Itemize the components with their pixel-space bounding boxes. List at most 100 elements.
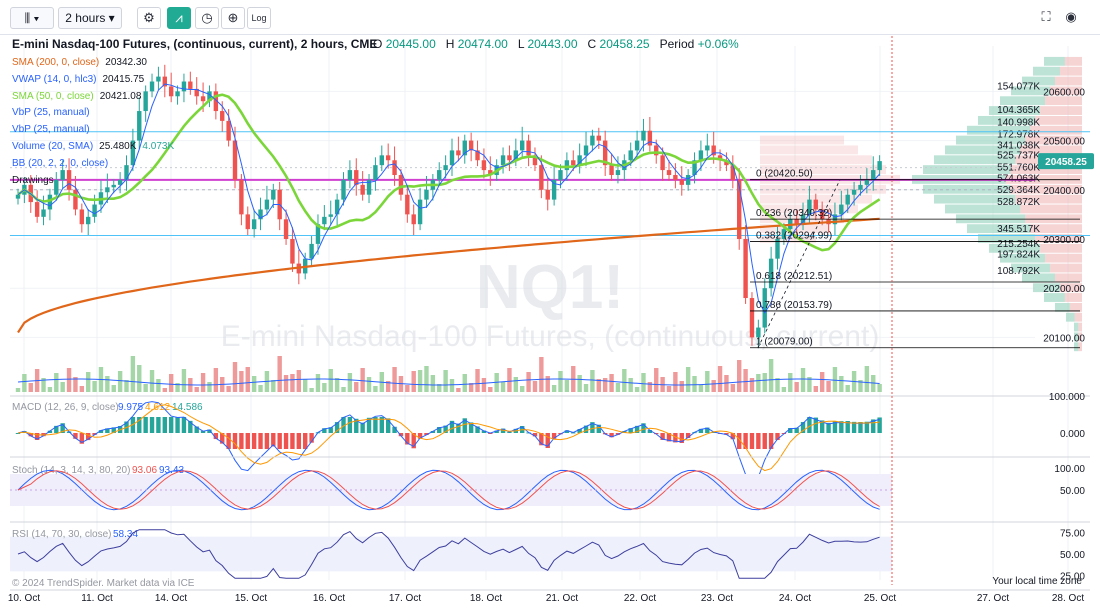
macd-histogram-bar <box>168 417 174 433</box>
vbp-bar <box>967 125 1031 135</box>
macd-histogram-bar <box>647 430 653 433</box>
candle-body <box>692 160 697 176</box>
fullscreen-icon[interactable]: ⛶ <box>1035 7 1057 27</box>
indicator-legend-item[interactable]: BB (20, 2, 2, 0, close) <box>12 158 108 169</box>
volume-bar <box>756 374 761 392</box>
x-tick-label: 25. Oct <box>864 593 896 604</box>
vbp-bar <box>1022 76 1055 86</box>
vwap-line <box>17 83 880 314</box>
candle-body <box>341 179 346 200</box>
candle-body <box>117 179 123 185</box>
fib-level-label: 1 (20079.00) <box>756 337 813 348</box>
volume-bar <box>679 381 684 392</box>
vbp-bar <box>1045 253 1082 263</box>
log-scale-button[interactable]: Log <box>247 7 271 29</box>
macd-histogram-bar <box>181 417 187 433</box>
macd-pane: MACD (12, 26, 9, close) 9.975 4.612 14.586 0… <box>10 401 1090 486</box>
candle-body <box>379 155 384 166</box>
trend-line-icon[interactable]: ⩘ <box>167 7 191 29</box>
volume-bar <box>864 366 870 392</box>
macd-histogram-bar <box>213 433 219 440</box>
candle-body <box>602 140 608 166</box>
candle-body <box>105 187 110 193</box>
indicator-label: BB (20, 2, 2, 0, close) <box>12 157 109 169</box>
clock-icon[interactable]: ◷ <box>195 7 219 29</box>
macd-histogram-bar <box>277 433 282 449</box>
interval-select[interactable]: 2 hours ▾ <box>58 7 122 29</box>
candle-body <box>756 327 761 338</box>
volume-bar <box>181 369 187 392</box>
chart-type-button[interactable]: ⫼ ▾ <box>10 7 54 29</box>
vbp-bar <box>1055 76 1082 86</box>
macd-line <box>17 401 880 486</box>
volume-bar <box>309 388 314 392</box>
indicator-legend-item[interactable]: VbP (25, manual) <box>12 124 90 135</box>
vbp-bar <box>1040 243 1082 253</box>
vbp-bar <box>934 155 1016 165</box>
compare-icon[interactable]: ⊕ <box>221 7 245 29</box>
indicator-legend-item[interactable]: Drawings <box>12 175 54 186</box>
macd-histogram-bar <box>156 417 161 433</box>
macd-histogram-bar <box>60 423 65 433</box>
macd-histogram-bar <box>705 427 710 433</box>
volume-bar <box>743 369 748 392</box>
macd-histogram-bar <box>456 423 461 433</box>
candle-body <box>641 130 646 141</box>
vbp-bar <box>956 135 1026 145</box>
indicator-legend-item[interactable]: SMA (50, 0, close) 20421.08 <box>12 91 141 102</box>
macd-histogram-bar <box>15 433 21 434</box>
macd-histogram-bar <box>347 417 353 433</box>
volume-bar <box>641 373 646 392</box>
fib-level-label: 0.236 (20340.32) <box>756 208 832 219</box>
x-tick-label: 10. Oct <box>8 593 40 604</box>
candle-body <box>488 170 493 176</box>
candle-body <box>200 96 206 102</box>
watermark-symbol: NQ1! <box>476 253 624 322</box>
volume-bar <box>245 367 250 392</box>
indicator-legend-item[interactable]: SMA (200, 0, close) 20342.30 <box>12 57 147 68</box>
candle-body <box>520 140 525 151</box>
macd-histogram-bar <box>105 428 110 433</box>
candle-body <box>258 209 263 220</box>
candle-body <box>73 189 78 210</box>
volume-bar <box>724 375 729 392</box>
candle-body <box>794 219 799 225</box>
candle-body <box>66 170 72 190</box>
indicator-legend-item[interactable]: VWAP (14, 0, hlc3) 20415.75 <box>12 74 144 85</box>
macd-histogram-bar <box>392 426 397 433</box>
x-tick-label: 23. Oct <box>701 593 733 604</box>
volume-bar <box>500 382 506 392</box>
volume-bar <box>405 385 410 392</box>
volume-bar <box>194 387 199 392</box>
volume-bar <box>513 377 519 392</box>
settings-gear-icon[interactable]: ⚙ <box>137 7 161 29</box>
candle-body <box>437 170 442 180</box>
macd-histogram-bar <box>845 421 850 433</box>
camera-icon[interactable]: ◉ <box>1060 7 1082 27</box>
indicator-label: VbP (25, manual) <box>12 107 90 119</box>
macd-histogram-bar <box>271 433 276 447</box>
macd-histogram-bar <box>564 430 570 433</box>
candle-body <box>309 243 314 259</box>
volume-bar <box>86 372 91 392</box>
volume-bar <box>149 370 155 392</box>
volume-bar <box>475 369 480 392</box>
volume-bar <box>213 368 219 392</box>
macd-histogram-bar <box>641 423 646 433</box>
volume-bar <box>296 370 302 392</box>
volume-bar <box>622 369 627 392</box>
candle-body <box>781 229 787 239</box>
y-tick-label: 100.000 <box>1049 392 1086 403</box>
candle-body <box>768 258 774 289</box>
x-tick-label: 22. Oct <box>624 593 656 604</box>
vbp-bar <box>1011 263 1051 273</box>
indicator-legend-item[interactable]: VbP (25, manual) <box>12 107 90 118</box>
vbp-bar <box>1025 135 1082 145</box>
indicator-legend-item[interactable]: Volume (20, SMA) 25.480K 4.073K <box>12 141 174 152</box>
volume-bar <box>654 368 659 392</box>
indicator-value: 20342.30 <box>105 57 147 68</box>
macd-histogram-bar <box>813 417 818 433</box>
volume-bar <box>800 368 806 392</box>
copyright-label: © 2024 TrendSpider. Market data via ICE <box>12 578 195 589</box>
